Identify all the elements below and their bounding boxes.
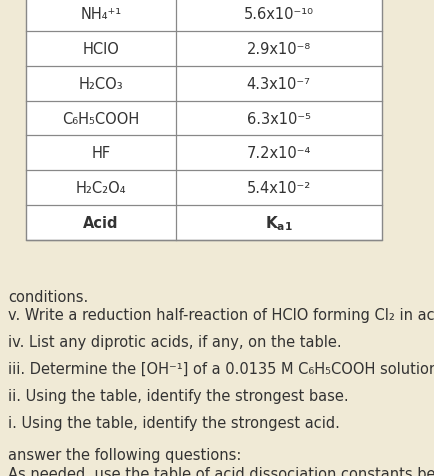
Text: 5.4x10⁻²: 5.4x10⁻²	[247, 181, 311, 196]
Text: v. Write a reduction half-reaction of HClO forming Cl₂ in acidic: v. Write a reduction half-reaction of HC…	[8, 308, 434, 323]
Bar	[26, 0, 382, 240]
Text: 5.6x10⁻¹⁰: 5.6x10⁻¹⁰	[244, 7, 314, 22]
Text: C₆H₅COOH: C₆H₅COOH	[62, 111, 139, 126]
Text: H₂CO₃: H₂CO₃	[79, 77, 123, 91]
Text: 7.2x10⁻⁴: 7.2x10⁻⁴	[247, 146, 311, 161]
Text: iv. List any diprotic acids, if any, on the table.: iv. List any diprotic acids, if any, on …	[8, 335, 342, 349]
Text: HClO: HClO	[82, 42, 119, 57]
Text: ii. Using the table, identify the strongest base.: ii. Using the table, identify the strong…	[8, 388, 349, 403]
Text: conditions.: conditions.	[8, 289, 88, 304]
Text: answer the following questions:: answer the following questions:	[8, 447, 241, 463]
Text: i. Using the table, identify the strongest acid.: i. Using the table, identify the stronge…	[8, 415, 340, 430]
Text: $\mathbf{K}_{\mathbf{a1}}$: $\mathbf{K}_{\mathbf{a1}}$	[265, 214, 293, 232]
Text: NH₄⁺¹: NH₄⁺¹	[80, 7, 122, 22]
Text: H₂C₂O₄: H₂C₂O₄	[76, 181, 126, 196]
Text: As needed, use the table of acid dissociation constants below to: As needed, use the table of acid dissoci…	[8, 466, 434, 476]
Text: HF: HF	[91, 146, 110, 161]
Text: 2.9x10⁻⁸: 2.9x10⁻⁸	[247, 42, 311, 57]
Text: 4.3x10⁻⁷: 4.3x10⁻⁷	[247, 77, 311, 91]
Text: Acid: Acid	[83, 216, 118, 230]
Text: 6.3x10⁻⁵: 6.3x10⁻⁵	[247, 111, 311, 126]
Text: iii. Determine the [OH⁻¹] of a 0.0135 M C₆H₅COOH solution.: iii. Determine the [OH⁻¹] of a 0.0135 M …	[8, 361, 434, 377]
